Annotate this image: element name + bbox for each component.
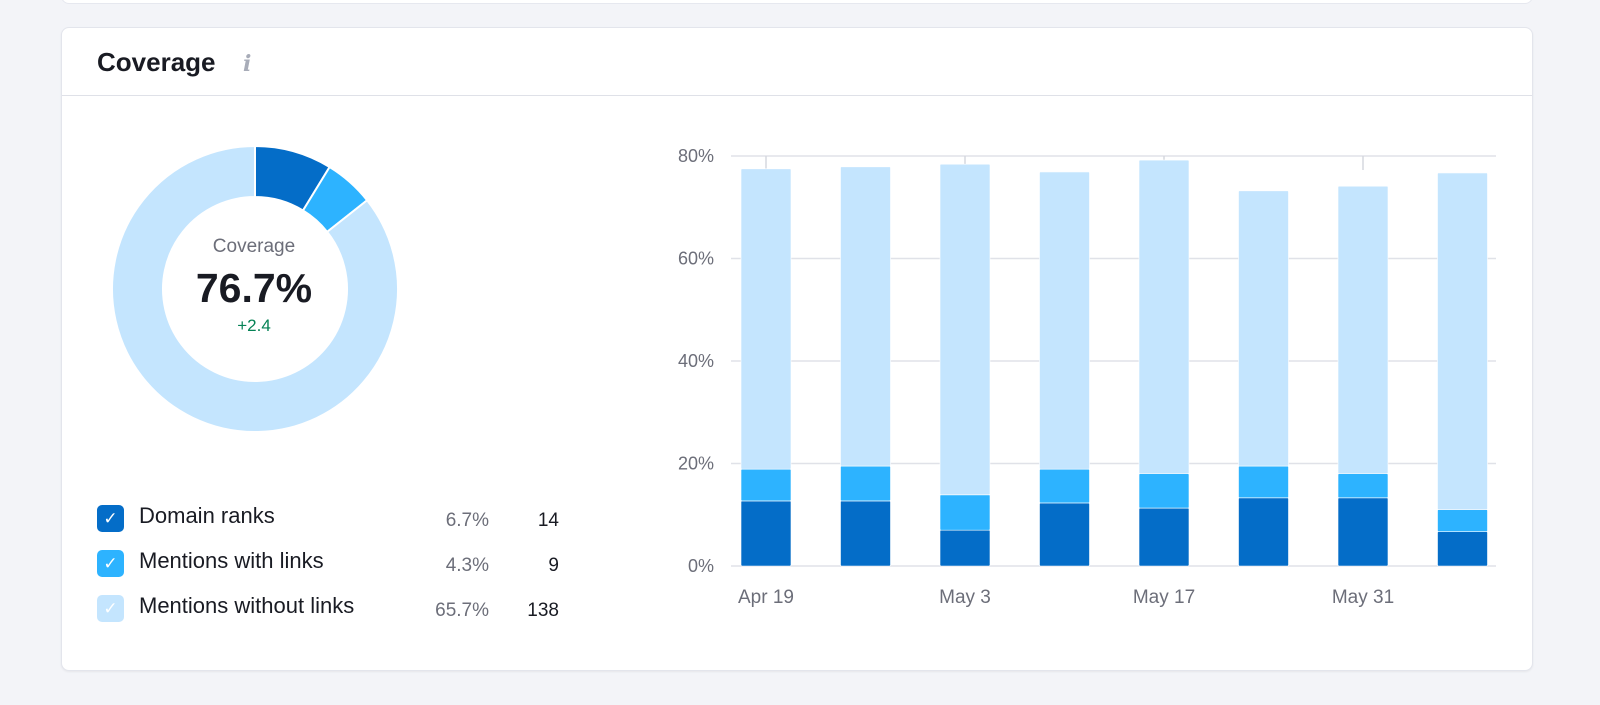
bar-segment-1[interactable] (840, 500, 891, 567)
y-tick-label: 60% (678, 249, 714, 269)
coverage-card: Coverage i Coverage 76.7% +2.4 ✓ Domain … (61, 27, 1533, 671)
legend-count: 9 (548, 555, 559, 576)
bar-segment-1[interactable] (1138, 507, 1190, 567)
legend-label: Mentions without links (139, 593, 355, 618)
bar-segment-2[interactable] (1337, 473, 1389, 499)
legend-item-domain-ranks[interactable]: ✓ Domain ranks 6.7% 14 (97, 503, 559, 532)
bar-segment-2[interactable] (1138, 473, 1190, 509)
bar-segment-3[interactable] (1238, 190, 1289, 467)
x-tick-label: May 17 (1133, 587, 1195, 608)
bar-segment-1[interactable] (1437, 531, 1488, 567)
bar-segment-2[interactable] (939, 494, 991, 531)
bar-segment-1[interactable] (1238, 497, 1289, 567)
x-tick-label: May 31 (1332, 587, 1394, 608)
info-icon[interactable]: i (243, 51, 252, 77)
bar-segment-3[interactable] (740, 168, 792, 470)
bar-segment-1[interactable] (1039, 502, 1090, 567)
checkbox-checked-icon[interactable]: ✓ (97, 550, 124, 577)
card-title: Coverage (97, 47, 216, 77)
bar-segment-1[interactable] (740, 500, 792, 567)
bar-segment-1[interactable] (939, 529, 991, 567)
legend-percent: 65.7% (435, 600, 489, 621)
legend-label: Domain ranks (139, 503, 275, 528)
donut-slice-3[interactable] (111, 144, 399, 433)
bar-segment-2[interactable] (1238, 465, 1289, 499)
donut-chart (111, 144, 399, 433)
bar-segment-2[interactable] (1437, 509, 1488, 532)
bar-segment-2[interactable] (740, 468, 792, 502)
legend-item-mentions-without-links[interactable]: ✓ Mentions without links 65.7% 138 (97, 593, 559, 622)
legend-count: 138 (527, 600, 559, 621)
legend-item-mentions-with-links[interactable]: ✓ Mentions with links 4.3% 9 (97, 548, 559, 577)
bar-segment-1[interactable] (1337, 497, 1389, 567)
bar-segment-3[interactable] (1039, 171, 1090, 470)
bar-segment-3[interactable] (1138, 159, 1190, 475)
legend-percent: 4.3% (445, 555, 489, 576)
checkbox-checked-icon[interactable]: ✓ (97, 505, 124, 532)
legend-count: 14 (537, 510, 559, 531)
bar-segment-2[interactable] (1039, 468, 1090, 504)
bar-segment-3[interactable] (840, 166, 891, 467)
y-tick-label: 80% (678, 146, 714, 166)
checkbox-checked-icon[interactable]: ✓ (97, 595, 124, 622)
card-header: Coverage i (62, 28, 1532, 96)
bar-segment-3[interactable] (1437, 172, 1488, 510)
y-tick-label: 0% (688, 556, 714, 576)
bar-segment-3[interactable] (939, 163, 991, 496)
donut-label: Coverage (212, 236, 296, 257)
legend-label: Mentions with links (139, 548, 324, 573)
x-tick-label: Apr 19 (738, 587, 794, 608)
y-tick-label: 20% (678, 454, 714, 474)
legend-percent: 6.7% (445, 510, 489, 531)
x-tick-label: May 3 (939, 587, 991, 608)
bar-segment-3[interactable] (1337, 185, 1389, 475)
bar-segment-2[interactable] (840, 465, 891, 502)
y-tick-label: 40% (678, 351, 714, 371)
previous-card (61, 0, 1533, 4)
donut-delta: +2.4 (237, 316, 271, 335)
donut-value: 76.7% (195, 265, 313, 311)
stacked-bar-chart: 0% 20% 40% 60% 80% Apr 19 May 3 May 17 May 31 (678, 146, 1496, 608)
